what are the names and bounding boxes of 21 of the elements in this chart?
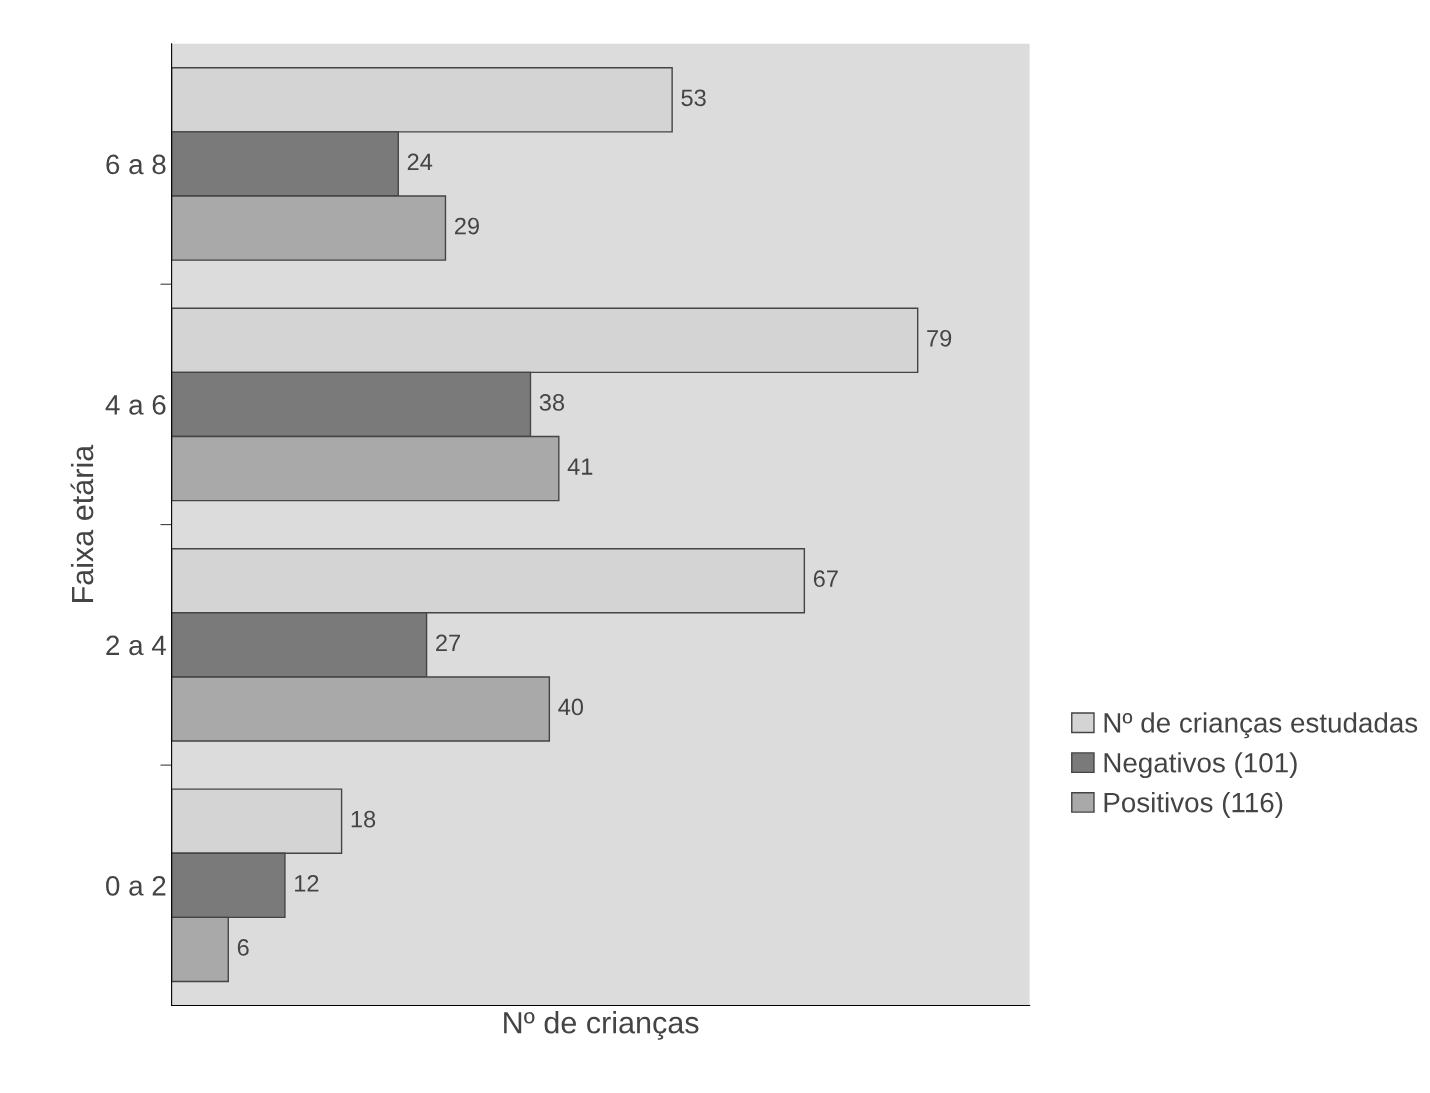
- data-label: 67: [813, 570, 838, 588]
- legend-label: Positivos (116): [1104, 792, 1283, 818]
- y-tick-label: 0 a 2: [106, 876, 166, 896]
- y-axis-title: Faixa etária: [70, 444, 94, 602]
- y-tick-label: 6 a 8: [106, 154, 166, 175]
- data-label: 41: [567, 458, 593, 475]
- y-tick-label: 2 a 4: [106, 635, 166, 656]
- y-tick-label: 4 a 6: [105, 395, 166, 415]
- data-label: 53: [681, 89, 706, 107]
- data-label: 29: [455, 217, 479, 235]
- data-label: 6: [237, 939, 249, 956]
- data-label: 18: [351, 810, 376, 828]
- legend-label: Negativos (101): [1104, 752, 1297, 779]
- data-label: 40: [558, 698, 584, 716]
- legend-label: Nº de crianças estudadas: [1104, 712, 1418, 739]
- data-label: 79: [927, 329, 952, 347]
- data-label: 27: [436, 634, 460, 651]
- data-label: 24: [407, 153, 433, 171]
- x-axis-title: Nº de crianças: [504, 1011, 699, 1040]
- data-label: 38: [539, 394, 565, 411]
- data-label: 12: [295, 874, 319, 892]
